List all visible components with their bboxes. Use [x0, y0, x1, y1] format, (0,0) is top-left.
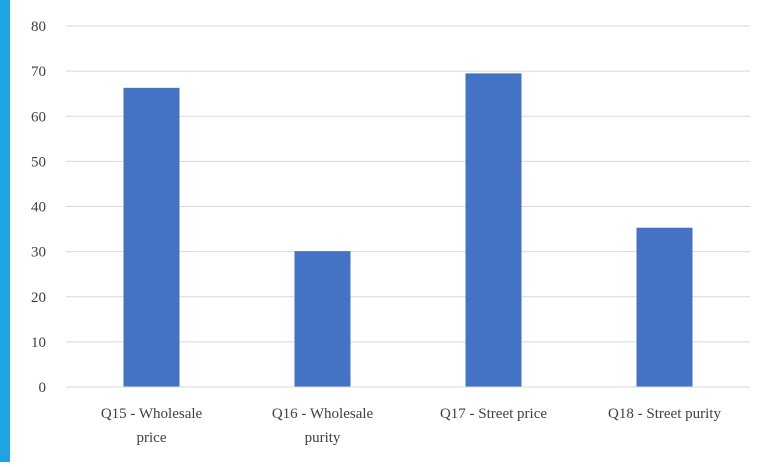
y-tick-label: 30	[31, 245, 46, 261]
y-tick-label: 40	[31, 200, 46, 216]
y-axis-ticks: 0 10 20 30 40 50 60 70 80	[31, 19, 46, 396]
bar	[465, 73, 522, 387]
accent-border	[0, 0, 10, 462]
x-tick-label: Q18 - Street purity	[608, 406, 721, 422]
bar	[123, 87, 180, 387]
x-tick-label: Q16 - Wholesale purity	[272, 406, 374, 446]
y-tick-label: 10	[31, 335, 46, 351]
bar	[636, 227, 693, 387]
gridlines	[66, 25, 750, 343]
bar	[294, 251, 351, 387]
x-tick-label: Q17 - Street price	[440, 406, 547, 422]
bars	[123, 73, 693, 387]
y-tick-label: 60	[31, 109, 46, 125]
y-tick-label: 50	[31, 154, 46, 170]
y-tick-label: 0	[39, 380, 47, 396]
y-tick-label: 70	[31, 64, 46, 80]
y-tick-label: 80	[31, 19, 46, 35]
x-axis-ticks: Q15 - Wholesale price Q16 - Wholesale purit…	[101, 406, 722, 446]
x-tick-label: Q15 - Wholesale price	[101, 406, 203, 446]
bar-chart: 0 10 20 30 40 50 60 70 80 Q15 - Wholesale price Q1…	[10, 0, 770, 462]
y-tick-label: 20	[31, 290, 46, 306]
